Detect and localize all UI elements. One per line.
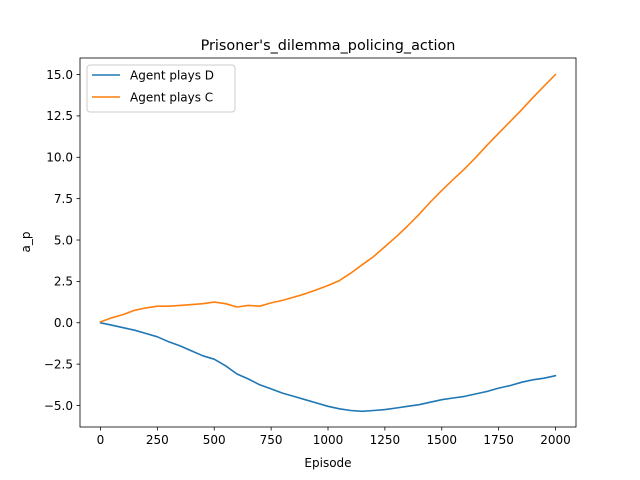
x-axis-ticks: 0 250 500 750 1000 1250 1500 1750 2000 — [97, 427, 571, 447]
legend-box — [86, 64, 236, 113]
y-tick-label: 0.0 — [54, 316, 73, 330]
y-tick-label: −2.5 — [44, 357, 73, 371]
x-tick-label: 1250 — [370, 433, 401, 447]
x-tick-label: 2000 — [540, 433, 571, 447]
x-tick-label: 250 — [146, 433, 169, 447]
x-axis-label: Episode — [304, 456, 351, 470]
x-tick-label: 1500 — [426, 433, 457, 447]
plot-frame — [79, 57, 577, 428]
y-tick-label: 2.5 — [54, 275, 73, 289]
y-tick-label: −5.0 — [44, 399, 73, 413]
series-line-agent-plays-c — [99, 73, 557, 323]
y-tick-label: 15.0 — [46, 68, 73, 82]
x-tick-label: 750 — [260, 433, 283, 447]
legend-label: Agent plays C — [130, 90, 213, 104]
y-tick-label: 10.0 — [46, 151, 73, 165]
legend: Agent plays D Agent plays C — [86, 64, 236, 113]
legend-label: Agent plays D — [130, 68, 214, 82]
x-tick-label: 1750 — [483, 433, 514, 447]
x-tick-label: 0 — [97, 433, 105, 447]
y-tick-label: 5.0 — [54, 233, 73, 247]
plot-area — [79, 57, 577, 428]
y-axis-label: a_p — [19, 232, 33, 253]
x-tick-label: 1000 — [313, 433, 344, 447]
y-tick-label: 7.5 — [54, 192, 73, 206]
series-layer — [99, 73, 557, 413]
x-tick-label: 500 — [203, 433, 226, 447]
y-tick-label: 12.5 — [46, 109, 73, 123]
y-axis-ticks: −5.0 −2.5 0.0 2.5 5.0 7.5 10.0 12.5 15.0 — [44, 68, 80, 413]
chart-title: Prisoner's_dilemma_policing_action — [201, 38, 456, 54]
series-line-agent-plays-d — [99, 321, 557, 413]
